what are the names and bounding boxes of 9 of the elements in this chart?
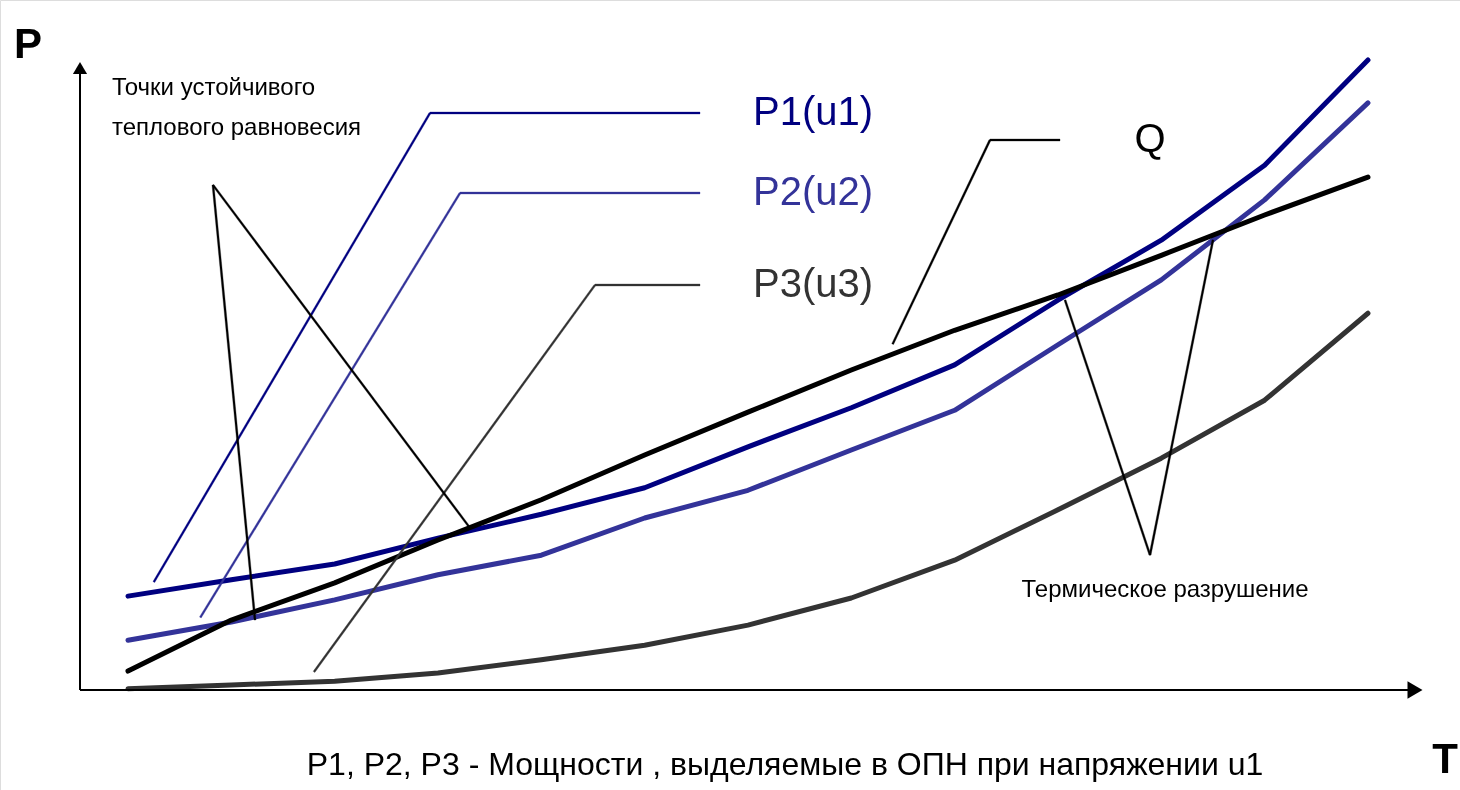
text: P1(u1) <box>752 89 874 133</box>
y-axis-title: P <box>13 20 43 67</box>
legend-label: P3(u3) <box>752 261 874 305</box>
legend-label: Q <box>1134 116 1166 160</box>
x-axis-title: T <box>1432 735 1459 782</box>
text: P2(u2) <box>752 169 874 213</box>
annotation: Точки устойчивого теплового равновесия <box>112 73 362 140</box>
annotation: Термическое разрушение <box>1021 575 1309 602</box>
text: Р1, Р2, Р3 - Мощности , выделяемые в ОПН при напряжении u1 <box>306 746 1264 782</box>
